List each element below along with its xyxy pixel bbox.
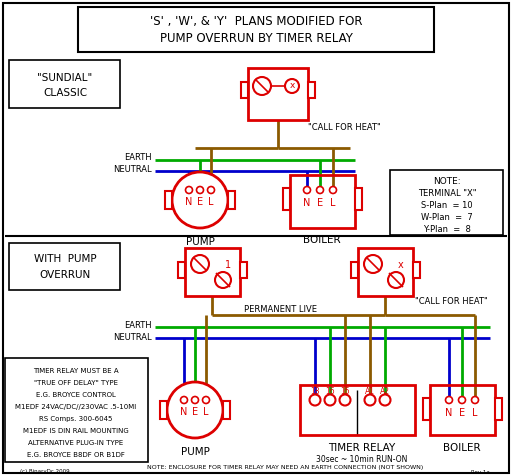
Text: E: E <box>459 408 465 418</box>
Text: BOILER: BOILER <box>303 235 341 245</box>
Polygon shape <box>223 401 230 419</box>
Text: PERMANENT LIVE: PERMANENT LIVE <box>244 306 316 315</box>
Circle shape <box>172 172 228 228</box>
Text: A2: A2 <box>380 387 390 397</box>
Polygon shape <box>228 191 235 209</box>
Text: A1: A1 <box>365 387 375 397</box>
Polygon shape <box>160 401 167 419</box>
Text: PUMP: PUMP <box>181 447 209 457</box>
Polygon shape <box>241 82 248 98</box>
Circle shape <box>197 187 203 194</box>
Text: PUMP OVERRUN BY TIMER RELAY: PUMP OVERRUN BY TIMER RELAY <box>160 32 352 46</box>
Circle shape <box>388 272 404 288</box>
Circle shape <box>285 79 299 93</box>
Text: 15: 15 <box>340 387 350 397</box>
Polygon shape <box>495 398 502 420</box>
Text: TIMER RELAY MUST BE A: TIMER RELAY MUST BE A <box>33 368 119 374</box>
Circle shape <box>203 397 209 404</box>
Text: Rev 1a: Rev 1a <box>471 469 490 475</box>
Text: Y-Plan  =  8: Y-Plan = 8 <box>423 225 471 234</box>
Text: E.G. BROYCE B8DF OR B1DF: E.G. BROYCE B8DF OR B1DF <box>27 452 125 458</box>
Text: N: N <box>445 408 453 418</box>
Polygon shape <box>283 188 290 210</box>
Circle shape <box>379 395 391 406</box>
Text: N: N <box>185 197 193 207</box>
Text: "CALL FOR HEAT": "CALL FOR HEAT" <box>415 298 488 307</box>
Text: 16: 16 <box>325 387 335 397</box>
Text: PUMP: PUMP <box>185 237 215 247</box>
Circle shape <box>364 255 382 273</box>
Circle shape <box>365 395 375 406</box>
Polygon shape <box>165 191 172 209</box>
Text: E: E <box>192 407 198 417</box>
Text: M1EDF 24VAC/DC//230VAC .5-10MI: M1EDF 24VAC/DC//230VAC .5-10MI <box>15 404 137 410</box>
Text: NEUTRAL: NEUTRAL <box>113 166 152 175</box>
Text: x: x <box>398 260 404 270</box>
Text: EARTH: EARTH <box>124 320 152 329</box>
Polygon shape <box>413 262 420 278</box>
Text: NEUTRAL: NEUTRAL <box>113 333 152 341</box>
Polygon shape <box>178 262 185 278</box>
Text: BOILER: BOILER <box>443 443 481 453</box>
Text: E: E <box>317 198 323 208</box>
Text: TIMER RELAY: TIMER RELAY <box>328 443 396 453</box>
Text: L: L <box>330 198 336 208</box>
Text: WITH  PUMP: WITH PUMP <box>34 254 96 264</box>
Text: L: L <box>203 407 209 417</box>
Text: 1: 1 <box>225 260 231 270</box>
Circle shape <box>167 382 223 438</box>
Polygon shape <box>351 262 358 278</box>
Circle shape <box>325 395 335 406</box>
Circle shape <box>185 187 193 194</box>
Text: "SUNDIAL": "SUNDIAL" <box>37 73 93 83</box>
Text: 18: 18 <box>310 387 320 397</box>
Text: 'S' , 'W', & 'Y'  PLANS MODIFIED FOR: 'S' , 'W', & 'Y' PLANS MODIFIED FOR <box>150 16 362 29</box>
Circle shape <box>207 187 215 194</box>
Circle shape <box>330 187 336 194</box>
Text: N: N <box>303 198 311 208</box>
Circle shape <box>472 397 479 404</box>
Text: EARTH: EARTH <box>124 153 152 162</box>
Polygon shape <box>423 398 430 420</box>
Text: NOTE:: NOTE: <box>433 177 461 186</box>
Circle shape <box>316 187 324 194</box>
Polygon shape <box>355 188 362 210</box>
Text: (c) BinaryDc 2009: (c) BinaryDc 2009 <box>20 469 70 475</box>
Text: E: E <box>197 197 203 207</box>
Circle shape <box>459 397 465 404</box>
Circle shape <box>191 255 209 273</box>
Text: ALTERNATIVE PLUG-IN TYPE: ALTERNATIVE PLUG-IN TYPE <box>28 440 123 446</box>
Polygon shape <box>240 262 247 278</box>
Text: x: x <box>289 81 295 90</box>
Text: NOTE: ENCLOSURE FOR TIMER RELAY MAY NEED AN EARTH CONNECTION (NOT SHOWN): NOTE: ENCLOSURE FOR TIMER RELAY MAY NEED… <box>147 466 423 470</box>
Circle shape <box>304 187 310 194</box>
Text: L: L <box>208 197 214 207</box>
Text: TERMINAL "X": TERMINAL "X" <box>418 188 476 198</box>
Circle shape <box>191 397 199 404</box>
Text: N: N <box>180 407 188 417</box>
Text: "TRUE OFF DELAY" TYPE: "TRUE OFF DELAY" TYPE <box>34 380 118 386</box>
Polygon shape <box>308 82 315 98</box>
Circle shape <box>309 395 321 406</box>
Circle shape <box>445 397 453 404</box>
Text: 30sec ~ 10min RUN-ON: 30sec ~ 10min RUN-ON <box>316 455 408 464</box>
Text: OVERRUN: OVERRUN <box>39 270 91 280</box>
Text: E.G. BROYCE CONTROL: E.G. BROYCE CONTROL <box>36 392 116 398</box>
Circle shape <box>181 397 187 404</box>
Text: CLASSIC: CLASSIC <box>43 88 87 98</box>
Text: L: L <box>472 408 478 418</box>
Circle shape <box>215 272 231 288</box>
Circle shape <box>253 77 271 95</box>
Text: "CALL FOR HEAT": "CALL FOR HEAT" <box>308 123 381 132</box>
Text: M1EDF IS DIN RAIL MOUNTING: M1EDF IS DIN RAIL MOUNTING <box>23 428 129 434</box>
Text: S-Plan  = 10: S-Plan = 10 <box>421 200 473 209</box>
Text: W-Plan  =  7: W-Plan = 7 <box>421 212 473 221</box>
Circle shape <box>339 395 351 406</box>
Text: RS Comps. 300-6045: RS Comps. 300-6045 <box>39 416 113 422</box>
